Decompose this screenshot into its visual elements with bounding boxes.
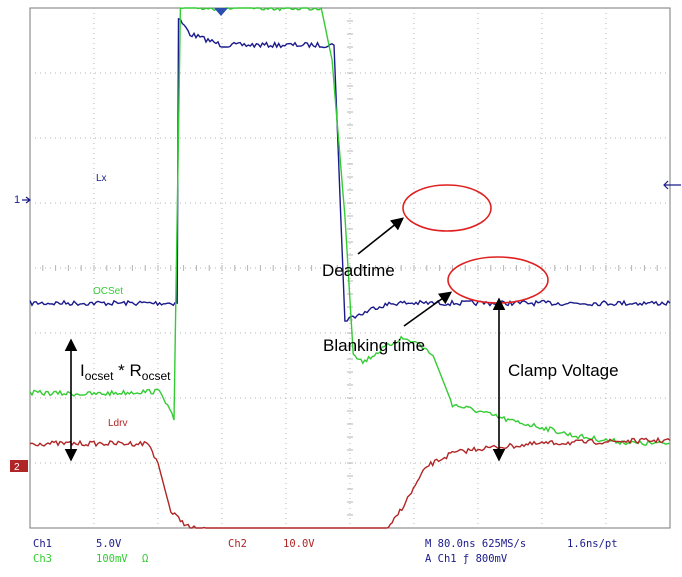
ch2-ground-marker-bg bbox=[10, 460, 28, 472]
trace-ocset bbox=[29, 6, 670, 446]
ch1-ground-arrow bbox=[22, 196, 31, 204]
status-bar: Ch1 5.0V Ch3 100mV Ω Ch2 10.0V M 80.0ns … bbox=[33, 538, 618, 565]
deadtime-ellipse bbox=[402, 184, 492, 232]
deadtime-arrow bbox=[357, 217, 405, 255]
trace-label-ocset: OCSet bbox=[93, 286, 123, 297]
trigger-time-marker bbox=[214, 8, 228, 16]
blanking-time-annotation: Blanking time bbox=[323, 336, 425, 355]
status-trigger: A Ch1 ƒ 800mV bbox=[425, 553, 508, 565]
trigger-position-arrow bbox=[663, 180, 681, 190]
status-ch1: Ch1 bbox=[33, 538, 52, 550]
status-ch3-scale: 100mV bbox=[96, 553, 128, 565]
clamp-voltage-annotation: Clamp Voltage bbox=[508, 361, 619, 380]
ch2-ground-marker: 2 bbox=[14, 462, 20, 473]
blanking-arrow bbox=[403, 291, 453, 327]
trace-label-ldrv: Ldrv bbox=[108, 418, 127, 429]
trace-label-lx: Lx bbox=[96, 173, 107, 184]
status-ch2-scale: 10.0V bbox=[283, 538, 315, 550]
status-ch3: Ch3 bbox=[33, 553, 52, 565]
status-ch1-scale: 5.0V bbox=[96, 538, 122, 550]
status-resolution: 1.6ns/pt bbox=[567, 538, 618, 550]
trace-ldrv bbox=[29, 436, 671, 529]
ocset-formula: Iocset * Rocset bbox=[80, 361, 171, 383]
deadtime-annotation: Deadtime bbox=[322, 261, 395, 280]
graticule bbox=[30, 8, 670, 528]
status-ch2: Ch2 bbox=[228, 538, 247, 550]
status-timebase: M 80.0ns 625MS/s bbox=[425, 538, 526, 550]
ch1-ground-marker: 1 bbox=[14, 194, 20, 206]
status-ch3-coupling: Ω bbox=[142, 553, 148, 565]
